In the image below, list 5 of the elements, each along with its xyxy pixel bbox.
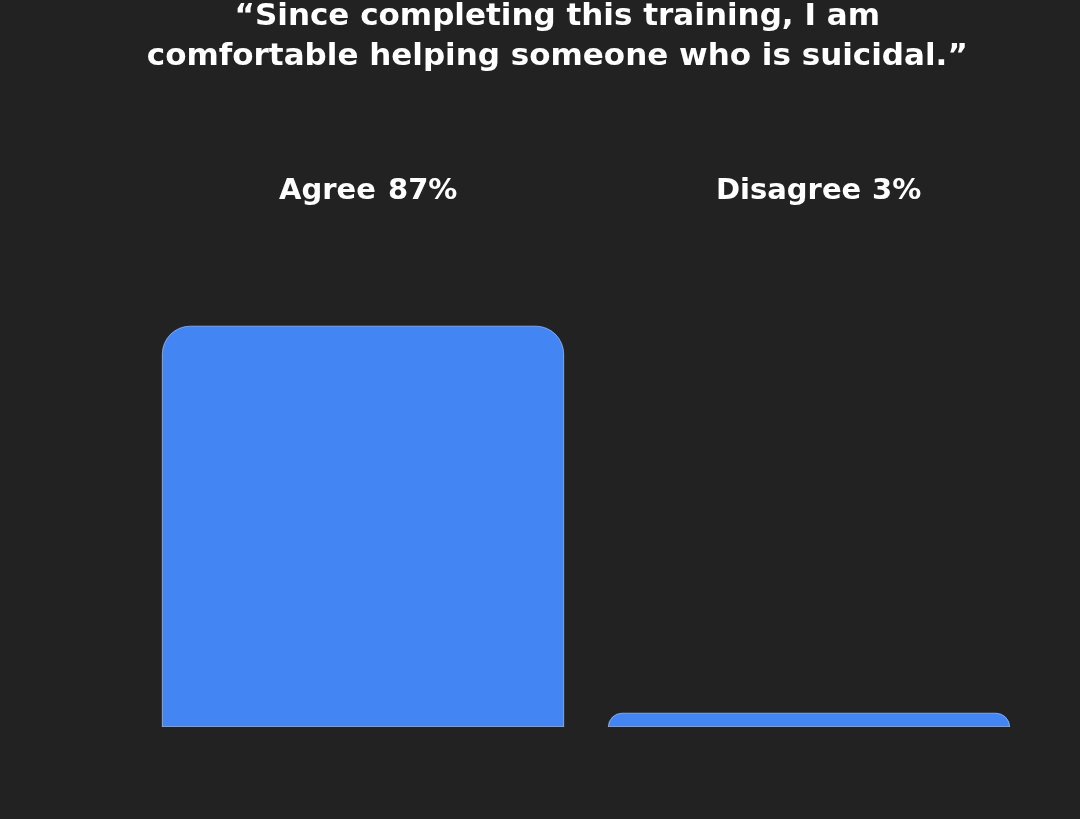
data-label: 87% <box>388 172 458 206</box>
data-label: 3% <box>872 172 922 206</box>
chart-title: “Since completing this training, I am comfortable helping someone who is suicidal.” <box>146 0 968 72</box>
x-tick-label: Disagree <box>716 172 862 206</box>
x-tick-label: Agree <box>279 172 376 206</box>
